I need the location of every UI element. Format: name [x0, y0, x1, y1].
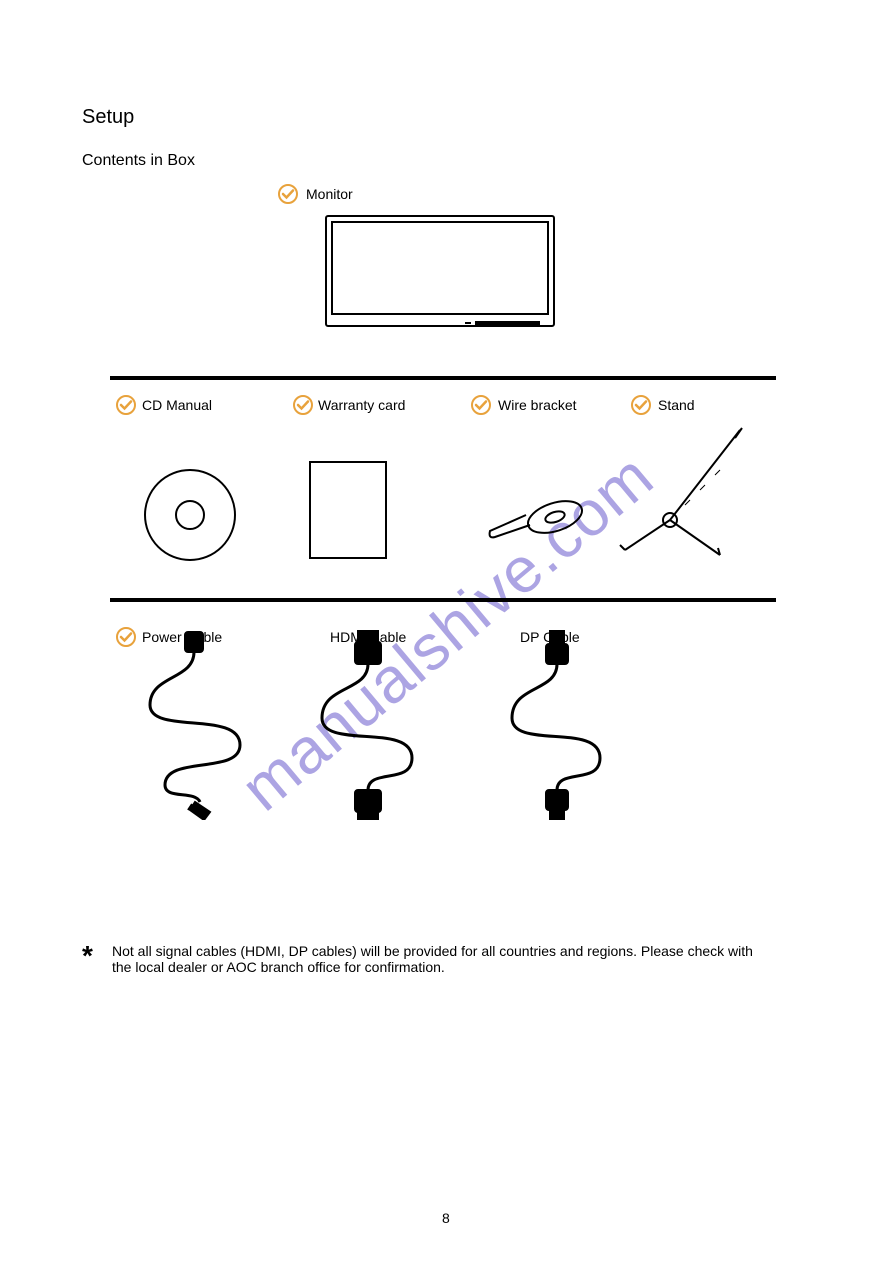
cd-illustration — [140, 465, 240, 565]
wire-label: Wire bracket — [498, 397, 577, 413]
monitor-label: Monitor — [306, 186, 353, 202]
asterisk-icon: * — [82, 940, 93, 972]
divider-1 — [110, 376, 776, 380]
cd-label: CD Manual — [142, 397, 212, 413]
dp-cable-illustration — [500, 630, 620, 820]
hdmi-cable-illustration — [310, 630, 430, 820]
check-icon — [115, 626, 137, 648]
divider-2 — [110, 598, 776, 602]
footnote-text: Not all signal cables (HDMI, DP cables) … — [112, 943, 772, 975]
monitor-illustration — [325, 215, 555, 335]
page-number: 8 — [442, 1210, 450, 1226]
wire-bracket-illustration — [480, 475, 590, 545]
check-icon — [470, 394, 492, 416]
check-icon — [115, 394, 137, 416]
power-cable-illustration — [140, 630, 260, 820]
manual-page: manualshive.com Setup Contents in Box Mo… — [0, 0, 893, 1263]
contents-heading: Contents in Box — [82, 152, 195, 170]
setup-heading: Setup — [82, 106, 134, 129]
warranty-illustration — [308, 460, 388, 560]
check-icon — [292, 394, 314, 416]
stand-label: Stand — [658, 397, 695, 413]
stand-illustration — [610, 420, 770, 570]
check-icon — [630, 394, 652, 416]
check-icon — [277, 183, 299, 205]
warranty-label: Warranty card — [318, 397, 405, 413]
